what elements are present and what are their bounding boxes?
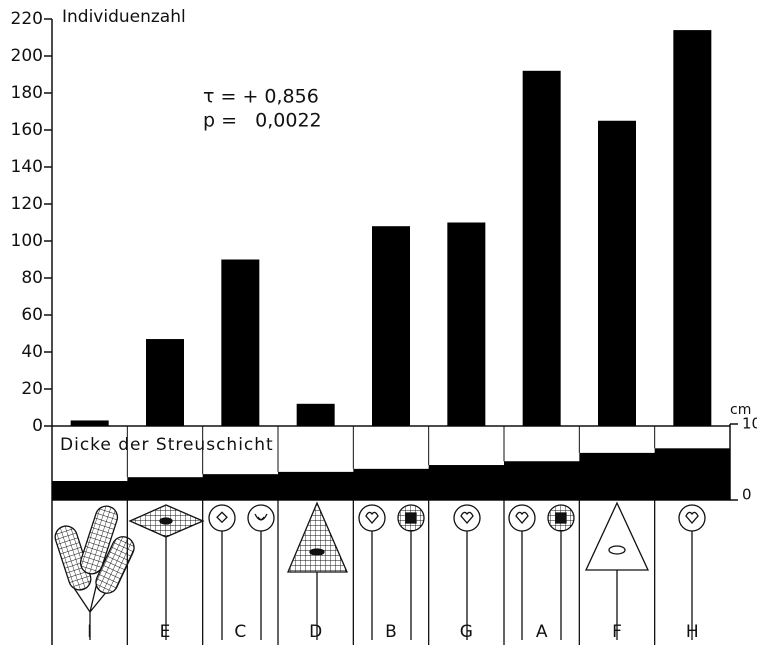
y-tick-label: 120 <box>11 194 43 214</box>
x-tick-label: I <box>87 622 92 642</box>
y-tick-label: 80 <box>21 268 43 288</box>
annotation: τ = + 0,856 <box>203 86 319 108</box>
litter-band <box>655 448 731 500</box>
x-tick-label: C <box>234 622 246 642</box>
litter-band <box>579 453 655 500</box>
y-tick-label: 0 <box>32 416 43 436</box>
bar <box>71 420 109 426</box>
y-tick-label: 60 <box>21 305 43 325</box>
y-tick-label: 180 <box>11 83 43 103</box>
y-tick-label: 100 <box>11 231 43 251</box>
annotation: p = 0,0022 <box>203 110 322 132</box>
bar <box>146 339 184 426</box>
x-tick-label: B <box>385 622 397 642</box>
x-tick-label: H <box>686 622 699 642</box>
litter-band <box>203 474 279 500</box>
bar <box>221 260 259 427</box>
y-tick-label: 220 <box>11 9 43 29</box>
icons <box>52 503 705 640</box>
y-tick-label: 200 <box>11 46 43 66</box>
x-tick-label: F <box>612 622 622 642</box>
litter-band <box>504 461 580 500</box>
cm-tick-label: 10 <box>742 415 757 433</box>
y-tick-label: 20 <box>21 379 43 399</box>
x-tick-label: D <box>309 622 322 642</box>
litter-band <box>429 465 505 500</box>
bar <box>372 226 410 426</box>
chart: Individuenzahl τ = + 0,856 p = 0,0022 Di… <box>0 0 757 645</box>
litter-band <box>278 472 354 500</box>
litter-band <box>353 469 429 500</box>
bar <box>447 223 485 427</box>
y-axis-label: Individuenzahl <box>62 7 186 27</box>
y-tick-label: 40 <box>21 342 43 362</box>
bar <box>523 71 561 426</box>
cm-tick-label: 0 <box>742 486 752 504</box>
bar <box>673 30 711 426</box>
litter-band <box>52 481 128 500</box>
x-tick-label: A <box>536 622 548 642</box>
bar <box>598 121 636 426</box>
panel-title: Dicke der Streuschicht <box>60 435 274 455</box>
y-tick-label: 160 <box>11 120 43 140</box>
x-tick-label: G <box>460 622 473 642</box>
y-tick-label: 140 <box>11 157 43 177</box>
x-tick-label: E <box>160 622 171 642</box>
bar <box>297 404 335 426</box>
litter-band <box>127 477 203 500</box>
